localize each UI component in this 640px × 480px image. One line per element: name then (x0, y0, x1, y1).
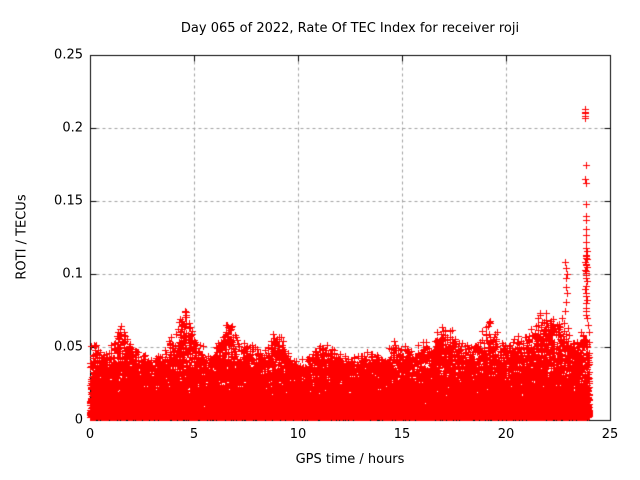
chart-title: Day 065 of 2022, Rate Of TEC Index for r… (180, 21, 520, 36)
x-tick-label: 0 (85, 427, 95, 442)
x-axis-label: GPS time / hours (295, 452, 405, 467)
x-tick-label: 25 (601, 427, 619, 442)
x-tick-label: 15 (393, 427, 411, 442)
y-tick-label: 0.05 (54, 339, 83, 355)
x-tick-label: 20 (497, 427, 515, 442)
x-tick-label: 5 (189, 427, 199, 442)
x-tick-label: 10 (289, 427, 307, 442)
y-tick-label: 0.15 (54, 193, 83, 209)
y-tick-label: 0.25 (54, 47, 83, 63)
y-tick-label: 0.2 (62, 120, 83, 136)
y-tick-label: 0.1 (62, 266, 83, 282)
y-tick-label: 0 (74, 412, 83, 428)
